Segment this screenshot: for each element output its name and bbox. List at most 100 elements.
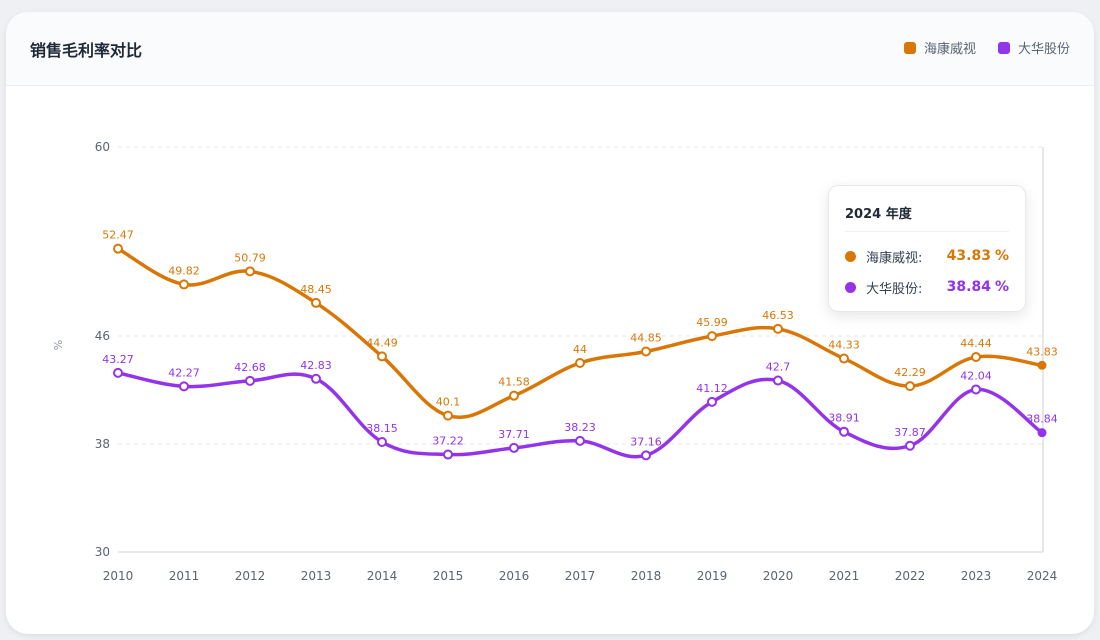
tooltip-value-hikvision: 43.83% — [946, 248, 1009, 264]
tooltip-row-hikvision: 海康威视: 43.83% — [845, 246, 1009, 266]
data-label: 45.99 — [696, 316, 728, 329]
x-tick-label: 2022 — [895, 569, 926, 583]
x-tick-label: 2018 — [631, 569, 662, 583]
tooltip-title: 2024 年度 — [845, 207, 912, 222]
data-point — [905, 440, 915, 451]
data-point — [773, 323, 783, 334]
chart-card: 销售毛利率对比 海康威视 大华股份 — [6, 12, 1094, 634]
x-tick-label: 2010 — [103, 569, 134, 583]
x-tick-label: 2011 — [169, 569, 200, 583]
legend-label-hikvision: 海康威视 — [923, 42, 976, 57]
data-point — [839, 426, 849, 437]
data-point — [575, 358, 585, 368]
data-point — [1037, 428, 1047, 438]
data-point — [443, 449, 453, 460]
data-label: 43.83 — [1026, 345, 1058, 358]
data-label: 50.79 — [234, 251, 266, 264]
data-label: 38.15 — [366, 422, 398, 435]
data-point — [1037, 360, 1047, 370]
data-point — [179, 381, 189, 392]
data-point — [443, 410, 453, 421]
data-label: 41.12 — [696, 382, 728, 395]
data-label: 38.23 — [564, 421, 596, 434]
data-point — [707, 396, 717, 407]
data-label: 44.85 — [630, 332, 662, 345]
legend-item-hikvision[interactable]: 海康威视 — [903, 38, 976, 57]
x-tick-label: 2017 — [565, 569, 596, 583]
data-label: 42.83 — [300, 359, 332, 372]
data-point — [905, 381, 915, 392]
tooltip-divider — [845, 231, 1009, 232]
data-label: 42.27 — [168, 366, 200, 379]
data-label: 40.1 — [436, 396, 461, 409]
data-label: 42.29 — [894, 366, 926, 379]
x-tick-label: 2012 — [235, 569, 266, 583]
tooltip-name-hikvision: 海康威视: — [866, 250, 923, 266]
data-point — [311, 297, 321, 308]
data-label: 52.47 — [102, 229, 134, 242]
data-point — [113, 243, 123, 254]
data-point — [311, 373, 321, 384]
data-label: 44.49 — [366, 336, 398, 349]
y-tick-label: 46 — [95, 329, 110, 343]
chart-title: 销售毛利率对比 — [30, 41, 143, 60]
data-label: 48.45 — [300, 283, 332, 296]
legend-item-dahua[interactable]: 大华股份 — [997, 38, 1070, 57]
tooltip-name-dahua: 大华股份: — [866, 281, 923, 297]
data-point — [377, 351, 387, 362]
x-tick-label: 2020 — [763, 569, 794, 583]
x-tick-label: 2013 — [301, 569, 332, 583]
data-label: 41.58 — [498, 376, 530, 389]
data-point — [245, 266, 255, 277]
data-point — [245, 375, 255, 386]
data-point — [113, 367, 123, 378]
x-tick-label: 2015 — [433, 569, 464, 583]
data-label: 38.84 — [1026, 413, 1058, 426]
data-point — [839, 353, 849, 364]
legend: 海康威视 大华股份 — [903, 38, 1070, 57]
data-point — [509, 390, 519, 401]
data-point — [179, 279, 189, 290]
tooltip-dot-dahua — [845, 281, 856, 293]
tooltip: 2024 年度 海康威视: 43.83% 大华股份: 38.84% — [828, 185, 1026, 312]
legend-label-dahua: 大华股份 — [1017, 42, 1070, 57]
x-tick-label: 2021 — [829, 569, 860, 583]
data-label: 37.87 — [894, 426, 926, 439]
legend-swatch-hikvision — [903, 41, 916, 54]
tooltip-value-dahua: 38.84% — [946, 279, 1009, 295]
y-tick-label: 60 — [95, 140, 110, 154]
y-tick-label: 38 — [95, 437, 110, 451]
data-point — [971, 384, 981, 395]
x-tick-label: 2019 — [697, 569, 728, 583]
y-tick-label: 30 — [95, 545, 110, 559]
data-label: 49.82 — [168, 264, 200, 277]
data-label: 37.16 — [630, 435, 662, 448]
data-label: 38.91 — [828, 412, 860, 425]
tooltip-dot-hikvision — [845, 250, 856, 262]
data-label: 42.7 — [766, 361, 791, 374]
x-tick-label: 2014 — [367, 569, 398, 583]
data-point — [773, 375, 783, 386]
data-label: 37.22 — [432, 435, 464, 448]
data-point — [509, 442, 519, 453]
data-point — [575, 435, 585, 446]
data-label: 44.44 — [960, 337, 992, 350]
x-tick-label: 2023 — [961, 569, 992, 583]
data-label: 42.68 — [234, 361, 266, 374]
data-label: 37.71 — [498, 428, 530, 441]
data-point — [707, 331, 717, 342]
card-header: 销售毛利率对比 海康威视 大华股份 — [6, 12, 1094, 86]
data-label: 44.33 — [828, 339, 860, 352]
y-axis-label: % — [52, 340, 65, 350]
data-label: 44 — [573, 343, 587, 356]
data-label: 43.27 — [102, 353, 134, 366]
tooltip-row-dahua: 大华股份: 38.84% — [845, 277, 1009, 297]
x-tick-label: 2024 — [1027, 569, 1058, 583]
x-tick-label: 2016 — [499, 569, 530, 583]
legend-swatch-dahua — [997, 41, 1010, 54]
data-point — [641, 450, 651, 461]
data-point — [641, 346, 651, 357]
data-label: 42.04 — [960, 369, 992, 382]
data-label: 46.53 — [762, 309, 794, 322]
